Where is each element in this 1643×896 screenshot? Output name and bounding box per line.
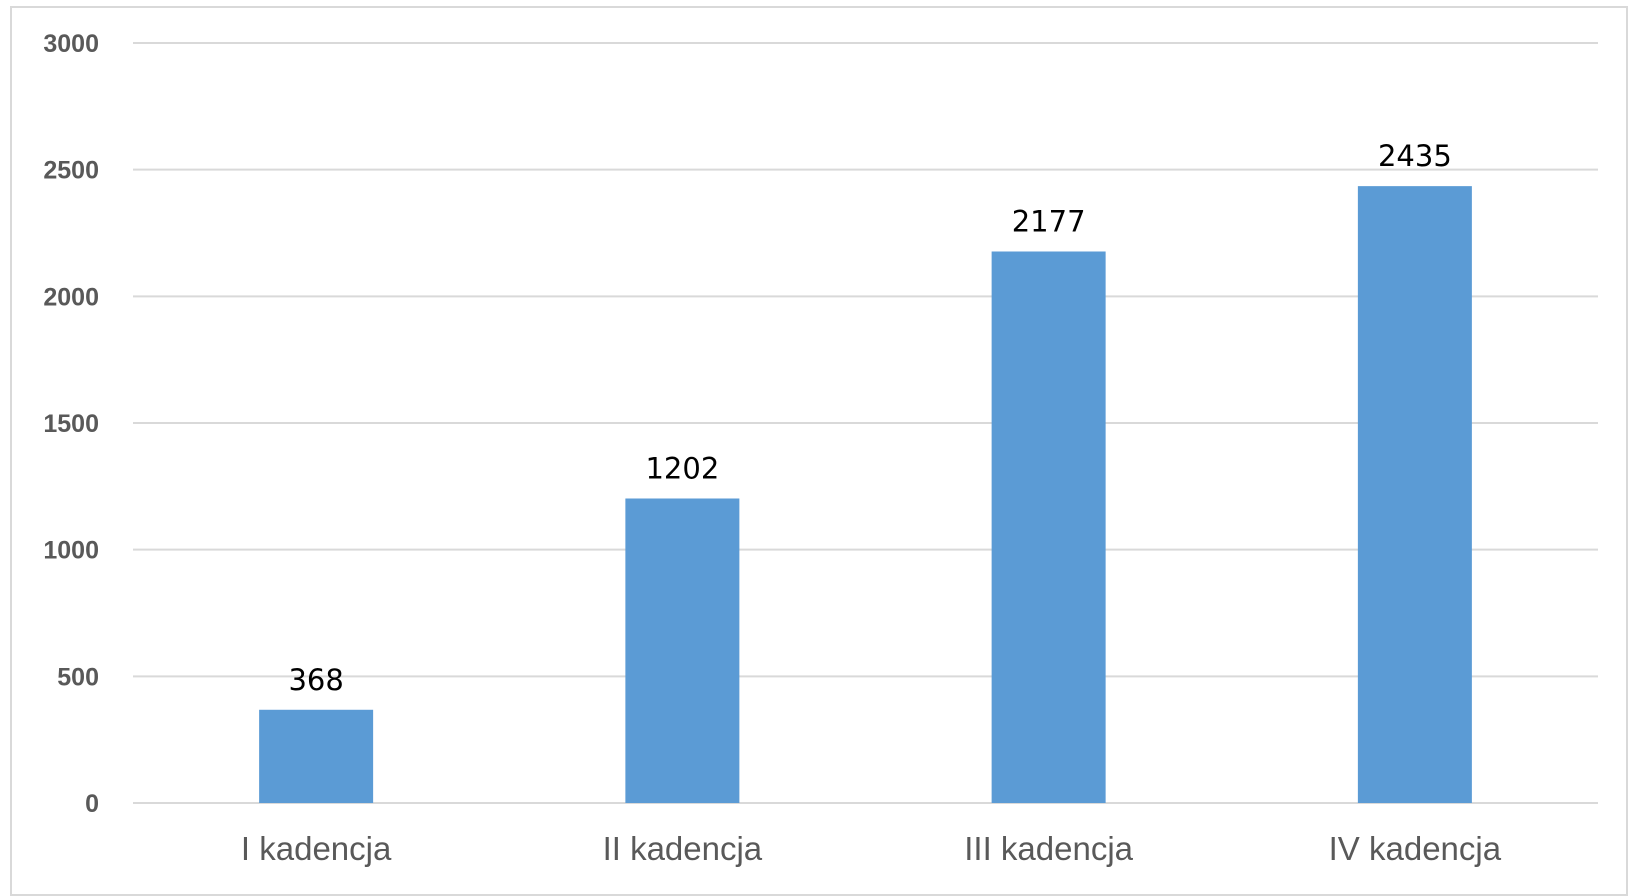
y-tick-label: 1000 (43, 537, 99, 565)
data-label: 368 (288, 663, 343, 697)
y-tick-label: 0 (85, 790, 99, 818)
y-tick-label: 500 (57, 663, 99, 691)
bar-1 (259, 709, 374, 803)
data-label: 1202 (645, 451, 719, 485)
bars (259, 186, 1472, 804)
y-axis-tick-labels: 0 500 1000 1500 2000 2500 3000 (43, 30, 99, 818)
gridlines (133, 42, 1598, 804)
x-tick-label: IV kadencja (1329, 830, 1502, 867)
y-tick-label: 2500 (43, 157, 99, 185)
data-label: 2435 (1378, 139, 1452, 173)
y-tick-label: 2000 (43, 283, 99, 311)
y-tick-label: 3000 (43, 30, 99, 58)
data-labels: 368 1202 2177 2435 (288, 139, 1451, 697)
bar-2 (625, 498, 740, 803)
x-tick-label: III kadencja (964, 830, 1133, 867)
data-label: 2177 (1012, 204, 1086, 238)
bar-3 (991, 251, 1106, 803)
x-tick-label: II kadencja (603, 830, 763, 867)
y-tick-label: 1500 (43, 410, 99, 438)
bar-4 (1357, 186, 1472, 804)
x-axis-tick-labels: I kadencja II kadencja III kadencja IV kade… (241, 830, 1502, 867)
x-tick-label: I kadencja (241, 830, 392, 867)
